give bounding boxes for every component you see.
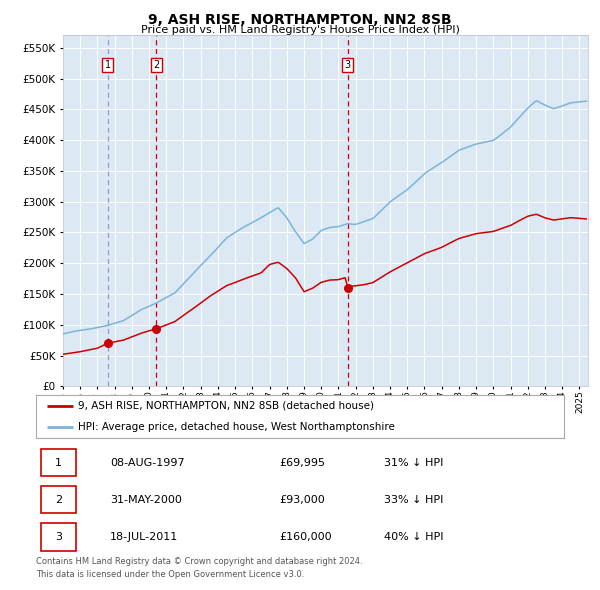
- Text: 31% ↓ HPI: 31% ↓ HPI: [385, 458, 444, 467]
- Text: 1: 1: [104, 60, 110, 70]
- Text: Price paid vs. HM Land Registry's House Price Index (HPI): Price paid vs. HM Land Registry's House …: [140, 25, 460, 35]
- Text: 08-AUG-1997: 08-AUG-1997: [110, 458, 185, 467]
- Text: 33% ↓ HPI: 33% ↓ HPI: [385, 495, 444, 504]
- Text: £93,000: £93,000: [279, 495, 325, 504]
- Text: 9, ASH RISE, NORTHAMPTON, NN2 8SB (detached house): 9, ASH RISE, NORTHAMPTON, NN2 8SB (detac…: [78, 401, 374, 411]
- Text: 18-JUL-2011: 18-JUL-2011: [110, 532, 178, 542]
- Text: 40% ↓ HPI: 40% ↓ HPI: [385, 532, 444, 542]
- FancyBboxPatch shape: [41, 523, 76, 550]
- Text: £160,000: £160,000: [279, 532, 332, 542]
- Text: £69,995: £69,995: [279, 458, 325, 467]
- Text: 9, ASH RISE, NORTHAMPTON, NN2 8SB: 9, ASH RISE, NORTHAMPTON, NN2 8SB: [148, 13, 452, 27]
- Text: 31-MAY-2000: 31-MAY-2000: [110, 495, 182, 504]
- Text: Contains HM Land Registry data © Crown copyright and database right 2024.: Contains HM Land Registry data © Crown c…: [36, 557, 362, 566]
- FancyBboxPatch shape: [41, 449, 76, 476]
- Text: This data is licensed under the Open Government Licence v3.0.: This data is licensed under the Open Gov…: [36, 570, 304, 579]
- Text: 2: 2: [55, 495, 62, 504]
- Text: HPI: Average price, detached house, West Northamptonshire: HPI: Average price, detached house, West…: [78, 422, 395, 432]
- Text: 3: 3: [344, 60, 351, 70]
- FancyBboxPatch shape: [41, 486, 76, 513]
- Text: 1: 1: [55, 458, 62, 467]
- Text: 2: 2: [153, 60, 159, 70]
- Text: 3: 3: [55, 532, 62, 542]
